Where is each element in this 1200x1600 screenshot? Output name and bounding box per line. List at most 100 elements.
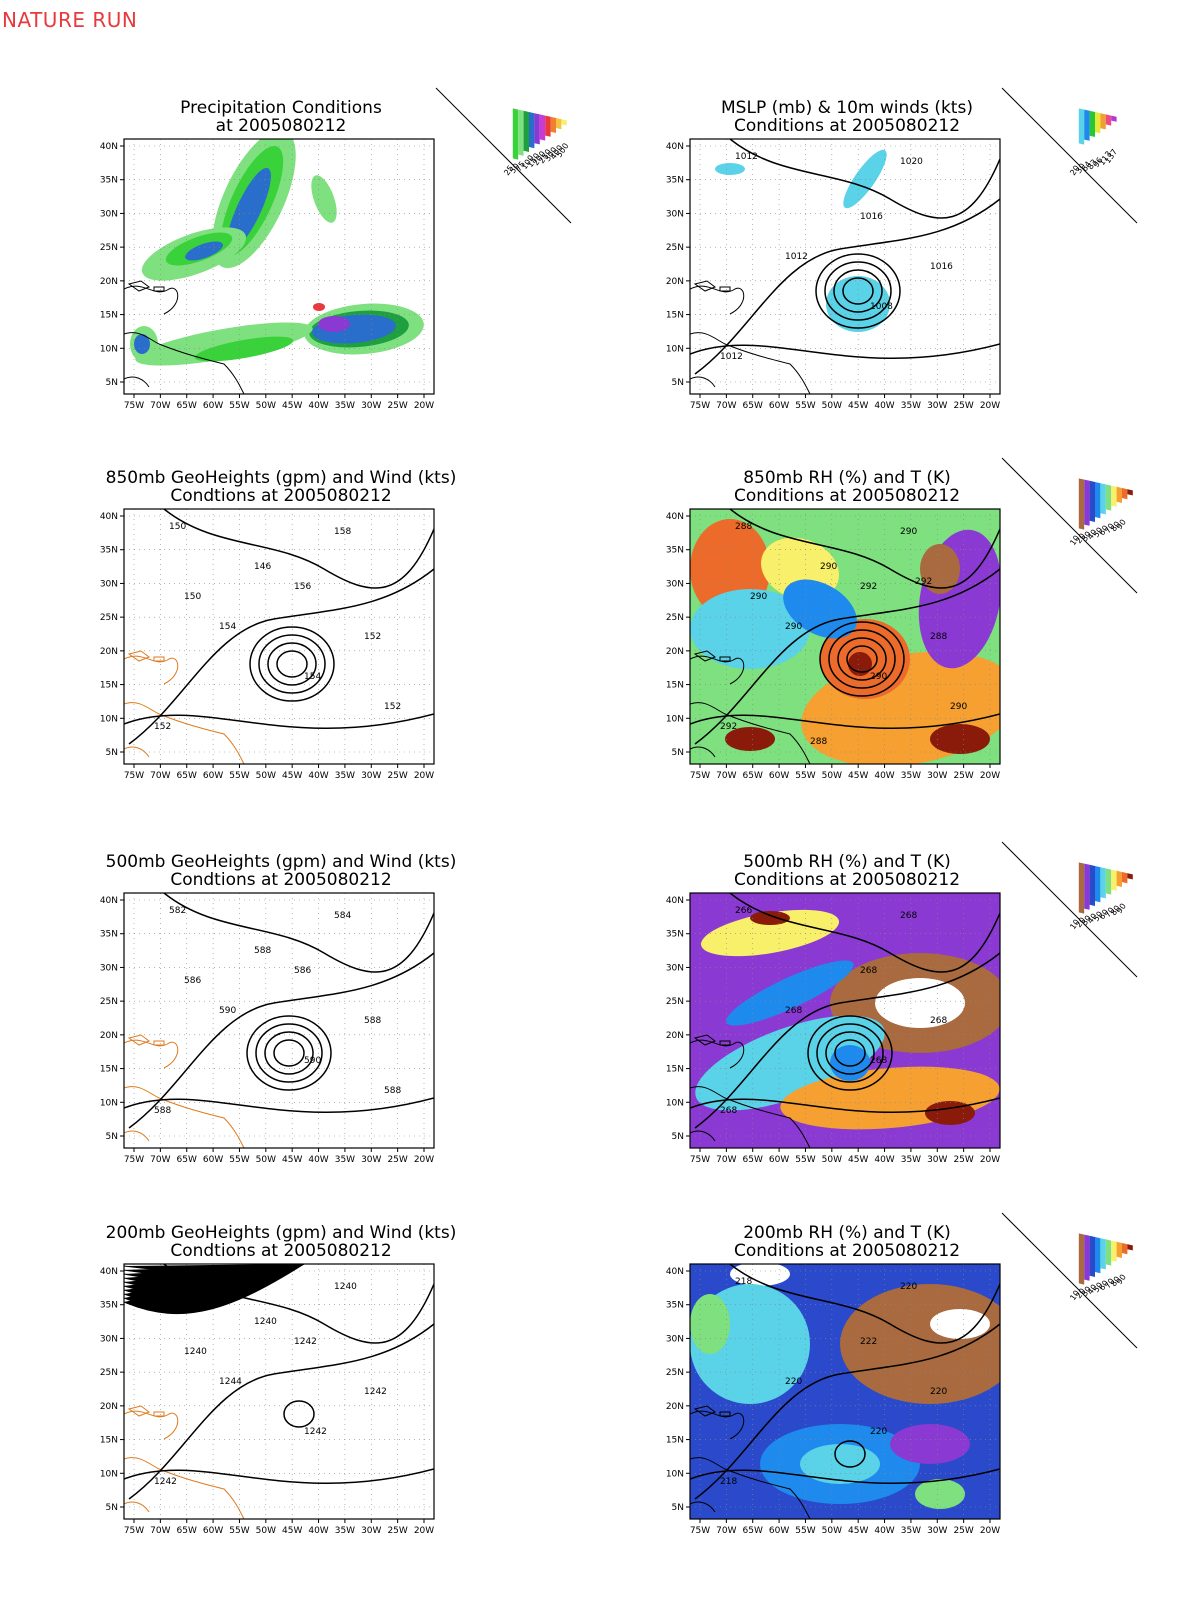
contour-label: 146 xyxy=(254,562,271,572)
map-frame xyxy=(689,508,1001,765)
contour-label: 290 xyxy=(950,702,967,712)
lon-tick-label: 35W xyxy=(901,1526,921,1536)
contour-label: 1242 xyxy=(154,1477,177,1487)
colorbar-swatch xyxy=(1089,110,1095,137)
colorbar-swatch xyxy=(1078,108,1085,145)
lon-tick-label: 65W xyxy=(177,1526,197,1536)
lon-tick-label: 75W xyxy=(690,771,710,781)
lat-tick-label: 20N xyxy=(666,1031,684,1041)
lon-tick-label: 65W xyxy=(177,771,197,781)
coastline xyxy=(690,1039,811,1148)
shade-region xyxy=(920,544,960,594)
lon-tick-label: 45W xyxy=(282,771,302,781)
lon-tick-label: 40W xyxy=(308,771,328,781)
contour-label: 1016 xyxy=(930,262,953,272)
lon-tick-label: 25W xyxy=(953,1155,973,1165)
colorbar-swatch xyxy=(550,116,556,133)
coastline xyxy=(693,650,731,662)
lat-tick-label: 15N xyxy=(100,311,118,321)
panel-subtitle: at 2005080212 xyxy=(216,116,347,136)
lat-tick-label: 35N xyxy=(666,930,684,940)
lon-tick-label: 30W xyxy=(361,1526,381,1536)
colorbar-swatch xyxy=(1111,1240,1117,1262)
contour-label: 154 xyxy=(304,672,321,682)
lon-tick-label: 65W xyxy=(177,1155,197,1165)
lat-tick-label: 20N xyxy=(666,1402,684,1412)
colorbar-swatch xyxy=(1116,1241,1122,1258)
lon-tick-label: 60W xyxy=(769,1526,789,1536)
colorbar-swatch xyxy=(1127,489,1133,496)
contour-label: 268 xyxy=(785,1006,802,1016)
contour-label: 290 xyxy=(750,592,767,602)
contour-label: 1242 xyxy=(294,1337,317,1347)
lon-tick-label: 20W xyxy=(414,1155,434,1165)
lon-tick-label: 25W xyxy=(953,1526,973,1536)
lon-tick-label: 35W xyxy=(901,1155,921,1165)
panel-subtitle: Conditions at 2005080212 xyxy=(734,116,960,136)
lon-tick-label: 65W xyxy=(743,1526,763,1536)
contour-line xyxy=(690,713,1000,730)
panel-field: 218 220 222 220 220 220 218 xyxy=(690,1264,1000,1519)
contour-line xyxy=(255,1023,323,1083)
lon-tick-label: 20W xyxy=(980,1526,1000,1536)
coastline xyxy=(127,280,165,292)
lat-tick-label: 40N xyxy=(100,1267,118,1277)
lon-tick-label: 60W xyxy=(203,1155,223,1165)
coastline xyxy=(693,1405,731,1417)
shade-region xyxy=(700,909,840,957)
lat-tick-label: 20N xyxy=(100,277,118,287)
contour-label: 292 xyxy=(720,722,737,732)
lon-tick-label: 30W xyxy=(927,771,947,781)
lon-tick-label: 70W xyxy=(150,401,170,411)
lon-tick-label: 65W xyxy=(743,401,763,411)
lon-tick-label: 75W xyxy=(690,1155,710,1165)
contour-line xyxy=(729,509,1000,589)
lat-tick-label: 10N xyxy=(100,1098,118,1108)
contour-label: 584 xyxy=(334,911,351,921)
shade-region xyxy=(930,724,990,754)
lat-tick-label: 15N xyxy=(666,311,684,321)
colorbar-swatch xyxy=(1084,109,1090,141)
panel-field: 288 290 292 290 288 290 292 290 290 290 288 292 xyxy=(690,509,1000,764)
contour-label: 156 xyxy=(294,582,311,592)
contour-label: 222 xyxy=(860,1337,877,1347)
colorbar-swatch xyxy=(1089,480,1095,522)
colorbar-swatch xyxy=(1122,1243,1128,1255)
colorbar-swatch xyxy=(1127,1244,1133,1251)
lon-tick-label: 55W xyxy=(795,1526,815,1536)
panel-title: 200mb RH (%) and T (K) xyxy=(743,1223,951,1243)
colorbar-swatch xyxy=(1095,112,1101,134)
map-frame xyxy=(123,138,435,395)
contour-label: 586 xyxy=(294,966,311,976)
lat-tick-label: 20N xyxy=(666,277,684,287)
contour-line xyxy=(729,1264,1000,1344)
lon-tick-label: 20W xyxy=(980,771,1000,781)
panel-mslp: MSLP (mb) & 10m winds (kts)Conditions at… xyxy=(666,98,1001,411)
lon-tick-label: 45W xyxy=(282,1526,302,1536)
colorbar-swatch xyxy=(1105,114,1112,126)
coastline xyxy=(124,1039,245,1148)
panel-title: 850mb RH (%) and T (K) xyxy=(743,468,951,488)
lon-tick-label: 45W xyxy=(848,771,868,781)
lat-tick-label: 10N xyxy=(666,1098,684,1108)
colorbar-swatch xyxy=(1111,869,1117,891)
contour-label: 268 xyxy=(870,1056,887,1066)
shade-region xyxy=(135,322,313,366)
contour-label: 588 xyxy=(384,1086,401,1096)
panel-field xyxy=(124,139,434,394)
map-frame xyxy=(123,1263,435,1520)
contour-line xyxy=(246,1015,332,1091)
contour-label: 266 xyxy=(735,906,752,916)
lat-tick-label: 25N xyxy=(100,997,118,1007)
contour-label: 152 xyxy=(364,632,381,642)
lat-tick-label: 25N xyxy=(100,1368,118,1378)
contour-line xyxy=(842,277,874,305)
contour-line xyxy=(283,1400,315,1428)
lon-tick-label: 50W xyxy=(822,401,842,411)
colorbar-swatch xyxy=(1089,864,1095,906)
panel-gh500: 500mb GeoHeights (gpm) and Wind (kts)Con… xyxy=(100,852,457,1165)
lon-tick-label: 50W xyxy=(822,771,842,781)
colorbar-swatch xyxy=(1089,1235,1095,1277)
lon-tick-label: 60W xyxy=(203,771,223,781)
